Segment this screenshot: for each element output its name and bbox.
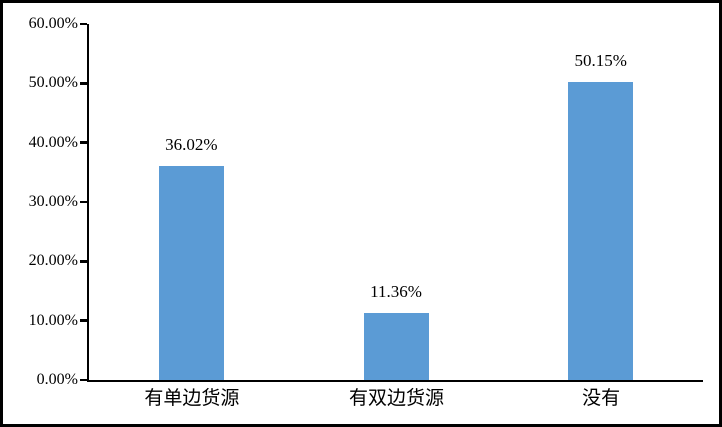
y-axis-tick-mark [79,22,87,26]
plot-area: 36.02% 11.36% 50.15% [79,22,703,382]
bar-value-label: 11.36% [370,281,422,301]
bar [568,82,634,380]
y-axis-tick-mark [79,200,87,204]
y-axis-tick-label: 0.00% [36,371,78,388]
y-axis-tick-label: 10.00% [28,311,78,329]
y-axis-tick-label: 30.00% [28,193,78,210]
bar [363,312,429,380]
y-axis-tick-mark [79,141,87,144]
bar-value-label: 50.15% [574,51,627,71]
y-axis-tick-label: 20.00% [28,252,78,270]
y-axis-tick-label: 60.00% [28,15,78,32]
y-axis-tick-label: 40.00% [28,133,78,151]
y-axis-tick-mark [79,82,87,85]
x-axis-category-label: 没有 [582,388,621,409]
bar-value-label: 36.02% [165,135,218,155]
y-axis-tick-mark [79,378,87,382]
bar [158,166,224,380]
x-axis-category-label: 有双边货源 [348,388,444,409]
y-axis-tick-mark [79,319,87,322]
plot-inner: 36.02% 11.36% 50.15% [79,22,703,382]
y-axis-tick-label: 50.00% [28,74,78,92]
x-axis-category-label: 有单边货源 [144,388,240,409]
y-axis-tick-mark [79,260,87,263]
